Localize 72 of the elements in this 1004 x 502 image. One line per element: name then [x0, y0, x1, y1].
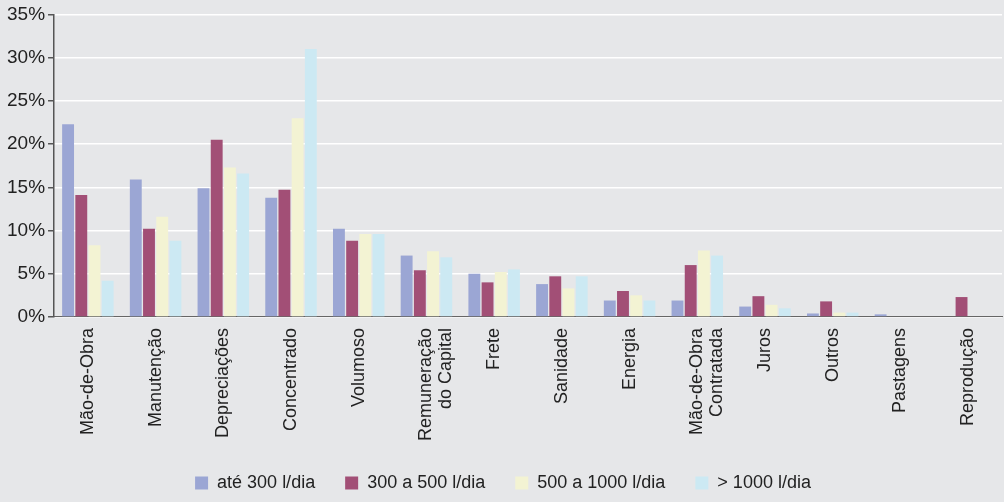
legend-label: até 300 l/dia — [217, 471, 317, 492]
bar — [603, 300, 616, 317]
x-tick-label: Pastagens — [889, 327, 910, 413]
bar — [508, 269, 520, 317]
x-tick-label: Remuneração do Capital — [415, 327, 456, 441]
x-tick-label: Volumoso — [347, 327, 368, 407]
bar — [481, 282, 494, 317]
x-tick-label: Manutenção — [144, 327, 165, 428]
bar — [265, 197, 278, 317]
bar — [697, 250, 710, 317]
bar — [468, 273, 481, 317]
bar — [617, 291, 629, 317]
y-tick-label: 25% — [7, 89, 46, 111]
bar — [210, 139, 223, 317]
y-tick-label: 15% — [7, 175, 46, 197]
y-tick-label: 30% — [7, 45, 46, 67]
bar — [643, 300, 656, 317]
x-tick-label: Concentrado — [279, 327, 300, 432]
bar — [427, 251, 439, 317]
bar — [129, 179, 142, 317]
bar — [372, 233, 385, 317]
bar — [346, 240, 359, 317]
bar — [400, 255, 413, 317]
bar — [75, 195, 88, 317]
x-tick-label: Sanidade — [550, 327, 571, 405]
bar — [806, 313, 819, 317]
bar — [536, 284, 549, 317]
bar — [223, 167, 236, 317]
y-tick-label: 20% — [7, 132, 46, 154]
bar — [237, 173, 250, 317]
bar — [101, 280, 114, 317]
bar — [62, 124, 75, 317]
bar — [630, 295, 643, 317]
bar — [197, 188, 210, 317]
bar — [291, 118, 304, 317]
x-tick-label: Depreciações — [212, 327, 233, 438]
bar — [955, 297, 968, 317]
legend-label: > 1000 l/dia — [717, 471, 812, 492]
bar — [711, 255, 724, 317]
bar — [332, 228, 345, 317]
y-tick-label: 5% — [17, 261, 46, 283]
bar — [684, 265, 697, 317]
x-tick-label: Frete — [483, 327, 504, 370]
x-tick-label: Mão-de-Obra Contratada — [686, 326, 727, 435]
bar — [575, 276, 588, 317]
bar — [549, 276, 562, 317]
bar — [156, 216, 169, 317]
bar — [562, 288, 575, 317]
bar — [739, 306, 752, 317]
x-tick-label: Reprodução — [957, 327, 978, 427]
bar — [359, 233, 372, 317]
x-tick-label: Outros — [821, 327, 842, 382]
x-tick-label: Energia — [618, 326, 639, 390]
x-tick-label: Juros — [753, 327, 774, 372]
y-tick-label: 10% — [7, 218, 46, 240]
legend-label: 500 a 1000 l/dia — [537, 471, 667, 492]
bar — [752, 296, 765, 317]
bar — [778, 308, 791, 317]
bar — [494, 271, 507, 317]
y-tick-label: 0% — [17, 305, 46, 327]
bar — [765, 304, 778, 317]
bar — [413, 270, 426, 317]
bar — [169, 240, 182, 317]
bar — [143, 228, 155, 317]
x-tick-label: Mão-de-Obra — [76, 326, 97, 435]
bar — [278, 189, 291, 317]
bar — [820, 301, 833, 317]
bar — [88, 245, 101, 317]
bar — [440, 257, 453, 317]
legend-label: 300 a 500 l/dia — [367, 471, 487, 492]
y-tick-label: 35% — [7, 2, 46, 24]
bar — [304, 48, 317, 317]
